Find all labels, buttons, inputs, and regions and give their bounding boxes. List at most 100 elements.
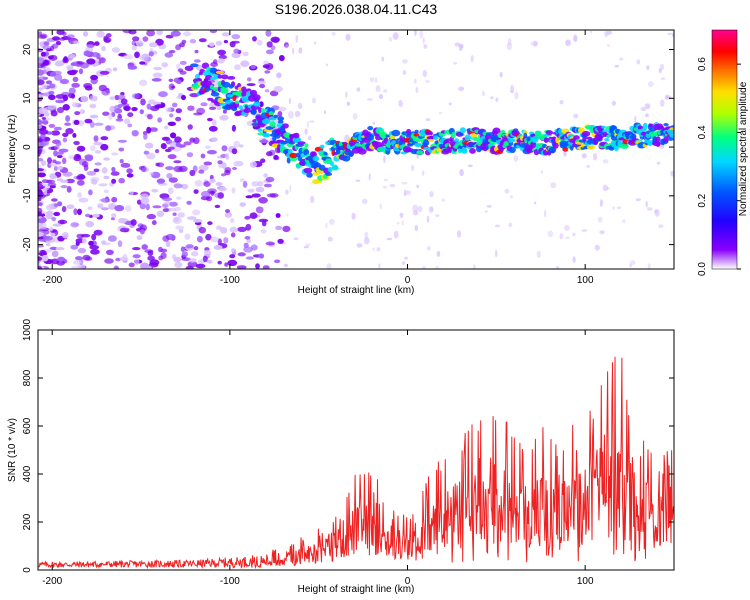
ridge-blob [428,139,434,143]
noise-blob [90,176,100,183]
noise-blob [140,165,147,173]
noise-blob [65,115,71,122]
noise-blob [83,50,91,57]
noise-blob [111,178,117,184]
noise-blob [484,210,488,213]
noise-blob [572,232,576,237]
noise-blob [660,99,665,107]
noise-blob [179,60,187,65]
ridge-blob [287,148,293,154]
noise-blob [131,40,136,46]
noise-blob [289,184,292,193]
noise-blob [277,111,283,118]
noise-blob [142,36,149,42]
noise-blob [331,32,336,36]
noise-blob [565,39,571,47]
noise-blob [86,170,97,176]
noise-blob [105,125,112,132]
noise-blob [187,124,193,130]
noise-blob [629,263,632,268]
noise-blob [309,120,315,123]
noise-blob [135,40,144,47]
noise-blob [470,55,474,63]
noise-blob [164,125,169,130]
noise-blob [399,212,404,218]
noise-blob [425,118,431,122]
noise-blob [66,186,72,193]
noise-blob [187,105,195,111]
noise-blob [586,164,590,169]
noise-blob [224,262,229,267]
noise-blob [114,108,123,114]
noise-blob [123,118,131,125]
noise-blob [285,189,289,195]
noise-blob [645,200,648,208]
noise-blob [54,74,63,81]
noise-blob [50,130,61,136]
noise-blob [217,192,225,199]
noise-blob [42,69,47,74]
noise-blob [187,216,197,220]
noise-blob [50,232,56,237]
noise-blob [120,227,128,233]
noise-blob [220,173,227,177]
noise-blob [57,107,64,114]
noise-blob [114,204,125,212]
noise-blob [233,160,244,167]
noise-blob [51,198,58,202]
ridge-blob [631,133,637,140]
noise-blob [106,33,112,38]
noise-blob [90,74,99,81]
ridge-blob [200,80,208,87]
noise-blob [103,189,109,194]
noise-blob [435,214,440,218]
noise-blob [422,170,425,177]
noise-blob [509,90,515,93]
noise-blob [78,68,84,75]
noise-blob [38,231,44,237]
ridge-blob [332,164,338,170]
noise-blob [225,153,230,160]
ridge-blob [367,126,374,131]
noise-blob [153,66,163,71]
noise-blob [51,250,59,258]
noise-blob [38,172,46,178]
noise-blob [94,41,100,46]
ridge-blob [414,129,419,134]
noise-blob [62,31,67,36]
noise-blob [414,30,417,37]
noise-blob [49,175,58,179]
noise-blob [48,226,54,232]
noise-blob [510,84,515,93]
noise-blob [211,119,217,126]
noise-blob [393,230,399,239]
noise-blob [202,255,208,263]
ridge-blob [323,152,328,156]
noise-blob [208,125,218,132]
noise-blob [64,122,71,126]
noise-blob [276,72,282,79]
noise-blob [283,263,288,268]
noise-blob [217,160,223,165]
noise-blob [53,211,61,217]
noise-blob [88,189,93,196]
noise-blob [38,119,42,125]
noise-blob [573,113,579,119]
noise-blob [84,85,93,91]
noise-blob [40,51,47,57]
noise-blob [128,262,135,268]
noise-blob [275,213,281,218]
noise-blob [84,118,93,124]
noise-blob [233,140,240,148]
noise-blob [646,207,653,211]
noise-blob [62,132,69,137]
ridge-blob [241,96,250,103]
noise-blob [167,154,177,160]
noise-blob [147,113,153,120]
noise-blob [186,152,194,158]
noise-blob [165,240,171,247]
noise-blob [239,178,245,182]
ridge-blob [669,133,674,138]
noise-blob [274,259,281,264]
